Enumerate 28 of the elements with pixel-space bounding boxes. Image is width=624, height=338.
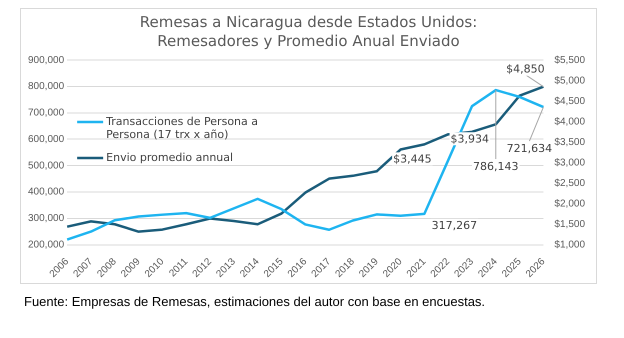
y-tick-label: 200,000 [28, 240, 65, 251]
y-tick-label: 600,000 [28, 134, 65, 145]
legend-label: Transacciones de Persona a Persona (17 trx x año) [105, 114, 258, 141]
source-note: Fuente: Empresas de Remesas, estimaciones del autor con base en encuestas. [24, 294, 486, 309]
data-label: 317,267 [432, 218, 478, 232]
y2-tick-label: $1,000 [554, 240, 586, 251]
y2-tick-label: $4,000 [554, 116, 586, 128]
y2-tick-label: $1,500 [554, 219, 586, 230]
legend-label: Envio promedio annual [106, 150, 234, 164]
y2-tick-label: $5,000 [554, 75, 586, 86]
y2-tick-label: $4,500 [554, 96, 586, 107]
y-tick-label: 500,000 [28, 160, 65, 172]
data-label: $3,934 [450, 132, 490, 146]
y2-tick-label: $5,500 [554, 54, 586, 66]
y-tick-label: 400,000 [28, 186, 65, 198]
y-tick-label: 800,000 [28, 81, 65, 92]
data-label: 721,634 [506, 142, 552, 156]
y-tick-label: 700,000 [28, 108, 65, 119]
data-label: 786,143 [473, 160, 519, 174]
y2-tick-label: $3,500 [554, 136, 586, 148]
y2-tick-label: $2,000 [554, 198, 586, 210]
y2-tick-label: $3,000 [554, 157, 586, 168]
y2-tick-label: $2,500 [554, 178, 586, 189]
y-tick-label: 900,000 [28, 54, 65, 66]
data-label: $3,445 [393, 152, 432, 166]
data-label: $4,850 [506, 62, 545, 76]
chart-title: Remesas a Nicaragua desde Estados Unidos: Remesadores y Promedio Anual Enviado [138, 13, 478, 51]
y-tick-label: 300,000 [28, 213, 65, 224]
